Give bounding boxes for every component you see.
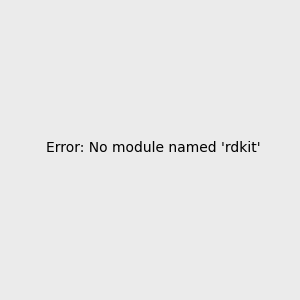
Text: Error: No module named 'rdkit': Error: No module named 'rdkit' [46,140,261,154]
